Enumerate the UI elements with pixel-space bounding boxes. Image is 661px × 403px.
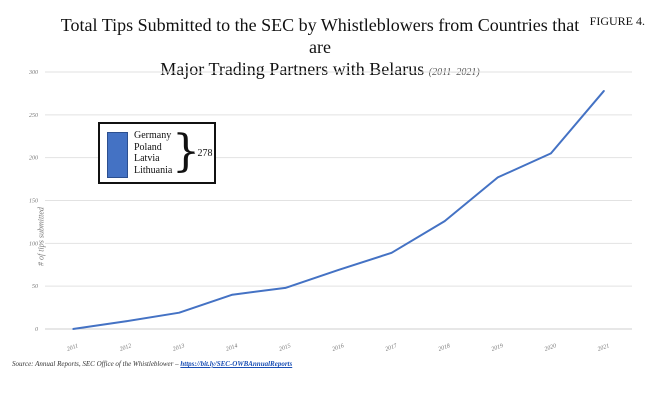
x-tick-label: 2013 [172,343,185,353]
legend-country: Germany [134,130,172,141]
chart-title: Total Tips Submitted to the SEC by Whist… [60,14,580,84]
x-tick-label: 2020 [544,343,557,353]
legend-country: Lithuania [134,164,173,176]
y-tick-label: 300 [28,70,38,76]
legend-total: – 278 [190,148,213,159]
y-tick-label: 200 [29,156,38,162]
data-point [550,152,552,155]
y-tick-label: 50 [32,284,38,290]
x-tick-label: 2011 [66,343,79,353]
legend-swatch [107,132,128,178]
source-note: Source: Annual Reports, SEC Office of th… [12,360,292,368]
x-tick-label: 2018 [438,343,451,353]
data-point [390,251,393,254]
data-point [337,269,340,271]
x-tick-label: 2017 [385,343,399,353]
y-tick-labels: 0 50 100 150 200 250 300 [28,70,38,333]
x-tick-label: 2015 [278,343,291,353]
data-point [443,220,446,222]
data-point [178,311,180,314]
data-point [284,287,287,289]
x-tick-label: 2014 [225,342,239,353]
data-point [603,90,605,92]
gridlines [45,71,632,330]
legend: Germany Poland Latvia Lithuania } – 278 [98,122,216,184]
figure-label: FIGURE 4. [589,14,645,28]
chart-title-line2: Major Trading Partners with Belarus [160,59,425,79]
y-axis-label: # of tips submitted [36,207,46,266]
series-lines [72,90,605,330]
data-point [72,328,74,330]
x-tick-labels: 2011 2012 2013 2014 2015 2016 2017 2018 2019 2020… [66,342,610,353]
legend-countries: Germany Poland Latvia Lithuania [134,130,172,176]
y-tick-label: 100 [29,241,38,247]
y-tick-label: 0 [35,327,38,333]
x-tick-label: 2012 [119,343,132,353]
y-tick-label: 150 [29,199,38,205]
legend-country: Poland [134,141,162,153]
chart-title-line1: Total Tips Submitted to the SEC by Whist… [60,15,580,57]
legend-country: Latvia [134,153,160,164]
x-tick-label: 2019 [491,343,504,353]
data-point [125,320,127,323]
y-tick-label: 250 [29,113,38,119]
data-point [497,176,499,179]
source-link[interactable]: https://bit.ly/SEC-OWBAnnualReports [180,360,293,368]
source-text: Source: Annual Reports, SEC Office of th… [12,360,181,368]
x-tick-label: 2016 [331,343,344,353]
legend-brace: } [172,126,200,177]
data-point [231,293,234,296]
x-tick-label: 2021 [597,343,610,353]
